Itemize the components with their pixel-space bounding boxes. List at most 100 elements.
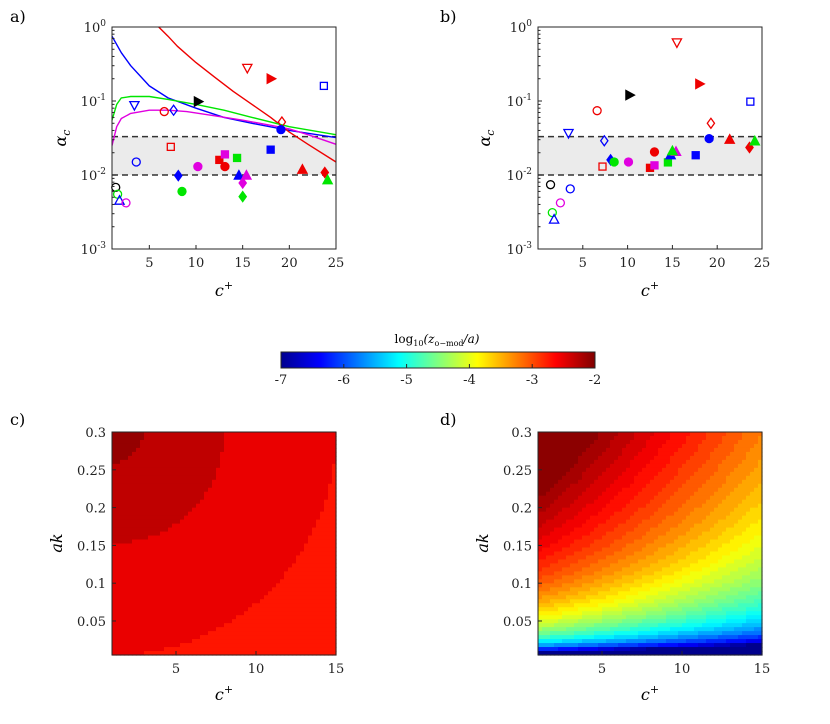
heat-cell-c <box>124 475 129 481</box>
heat-cell-c <box>252 507 257 513</box>
heat-cell-d <box>634 543 639 549</box>
heat-cell-d <box>638 451 643 457</box>
heat-cell-c <box>144 563 149 568</box>
heat-cell-c <box>256 619 261 624</box>
heat-cell-c <box>284 451 289 457</box>
heat-cell-d <box>610 483 615 489</box>
heat-cell-d <box>634 619 639 624</box>
x-tick-label-b-2: 15 <box>664 256 681 271</box>
heat-cell-c <box>152 459 157 465</box>
heat-cell-d <box>550 523 555 529</box>
heat-cell-d <box>582 559 587 565</box>
heat-cell-c <box>164 439 169 445</box>
heat-cell-c <box>120 495 125 501</box>
heat-cell-c <box>128 607 133 612</box>
heat-cell-d <box>642 583 647 588</box>
heat-cell-c <box>312 567 317 572</box>
heat-cell-c <box>208 487 213 493</box>
heat-cell-c <box>260 503 265 509</box>
heat-cell-c <box>284 635 289 640</box>
heat-cell-d <box>638 631 643 636</box>
heat-cell-c <box>132 611 137 616</box>
heat-cell-c <box>240 579 245 584</box>
heat-cell-c <box>136 531 141 537</box>
heat-cell-c <box>196 535 201 541</box>
y-axis-label-c: ak <box>47 533 66 552</box>
heat-cell-d <box>586 595 591 600</box>
heat-cell-c <box>136 503 141 509</box>
heat-cell-c <box>316 583 321 588</box>
heat-cell-c <box>304 539 309 545</box>
heat-cell-c <box>216 639 221 644</box>
curves-a <box>112 27 336 163</box>
heat-cell-c <box>308 591 313 596</box>
heat-cell-c <box>252 483 257 489</box>
heat-cell-c <box>176 563 181 568</box>
heat-cell-c <box>260 511 265 517</box>
heat-cell-d <box>574 483 579 489</box>
heat-cell-c <box>148 591 153 596</box>
heat-cell-c <box>240 491 245 497</box>
heat-cell-d <box>634 555 639 561</box>
heat-cell-c <box>232 459 237 465</box>
heat-cell-c <box>284 627 289 632</box>
heat-cell-d <box>622 451 627 457</box>
heat-cell-c <box>124 647 129 652</box>
heat-cell-c <box>284 611 289 616</box>
heat-cell-c <box>312 511 317 517</box>
heat-cell-c <box>232 439 237 445</box>
heat-cell-c <box>312 432 317 437</box>
heat-cell-c <box>160 631 165 636</box>
heat-cell-c <box>296 475 301 481</box>
heat-cell-c <box>124 539 129 545</box>
heat-cell-d <box>590 443 595 449</box>
heat-cell-d <box>574 523 579 529</box>
heat-cell-c <box>236 579 241 584</box>
heat-cell-c <box>204 511 209 517</box>
heat-cell-c <box>328 507 333 513</box>
heat-cell-c <box>304 647 309 652</box>
heat-cell-c <box>260 547 265 553</box>
heat-cell-c <box>324 595 329 600</box>
heat-cell-c <box>300 603 305 608</box>
heat-cell-c <box>332 547 337 553</box>
heat-cell-d <box>598 511 603 517</box>
heat-cell-c <box>272 467 277 473</box>
heat-cell-d <box>622 447 627 453</box>
heat-cell-d <box>562 623 567 628</box>
heat-cell-c <box>200 443 205 449</box>
heat-cell-c <box>172 515 177 521</box>
heat-cell-d <box>598 523 603 529</box>
heat-cell-c <box>112 435 117 441</box>
heat-cell-c <box>232 623 237 628</box>
heat-cell-d <box>542 607 547 612</box>
heat-cell-c <box>224 647 229 652</box>
heat-cell-d <box>554 483 559 489</box>
heat-cell-c <box>260 591 265 596</box>
heat-cell-c <box>284 487 289 493</box>
heat-cell-c <box>148 651 153 656</box>
heat-cell-d <box>574 583 579 588</box>
heat-cell-c <box>112 491 117 497</box>
heat-cell-c <box>112 519 117 525</box>
heat-cell-d <box>602 623 607 628</box>
heat-cell-c <box>248 467 253 473</box>
heat-cell-c <box>308 499 313 505</box>
heat-cell-d <box>594 463 599 469</box>
heat-cell-c <box>168 499 173 505</box>
heat-cell-c <box>236 595 241 600</box>
heat-cell-c <box>144 635 149 640</box>
heat-cell-c <box>228 587 233 592</box>
heat-cell-c <box>116 491 121 497</box>
heat-cell-d <box>538 491 543 497</box>
heat-cell-c <box>204 567 209 572</box>
heat-cell-c <box>296 463 301 469</box>
y-tick-label-a-3: 100 <box>84 19 107 36</box>
heat-cell-d <box>570 543 575 549</box>
heat-cell-c <box>196 527 201 533</box>
heat-cell-c <box>268 479 273 485</box>
heat-cell-d <box>546 595 551 600</box>
heat-cell-c <box>280 447 285 453</box>
heat-cell-c <box>196 531 201 537</box>
heat-cell-c <box>168 595 173 600</box>
